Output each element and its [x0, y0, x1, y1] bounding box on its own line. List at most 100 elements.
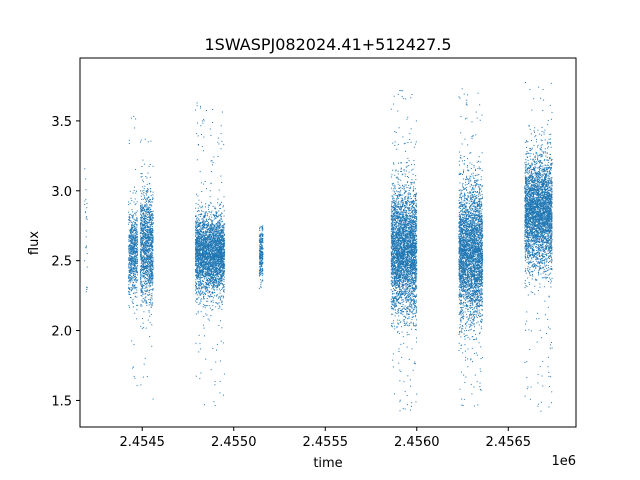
data-point: [216, 265, 218, 267]
data-point: [150, 306, 152, 308]
data-point: [149, 315, 151, 317]
data-point: [210, 293, 212, 295]
data-point: [195, 256, 197, 258]
data-point: [215, 230, 217, 232]
data-point: [221, 300, 223, 302]
data-point: [222, 270, 224, 272]
data-point: [142, 275, 144, 277]
data-point: [217, 232, 219, 234]
data-point: [211, 210, 213, 212]
data-point: [143, 275, 145, 277]
data-point: [129, 253, 131, 255]
data-point: [150, 278, 152, 280]
data-point: [148, 240, 150, 242]
data-point: [217, 240, 219, 242]
data-point: [149, 176, 151, 178]
data-point: [195, 244, 197, 246]
data-point: [136, 272, 138, 274]
data-point: [203, 285, 205, 287]
data-point: [223, 272, 225, 274]
data-point: [133, 260, 134, 262]
data-point: [196, 159, 198, 161]
data-point: [142, 209, 144, 211]
scatter-points: [84, 82, 553, 412]
data-point: [149, 276, 151, 278]
data-point: [142, 186, 144, 188]
data-point: [197, 280, 199, 282]
data-point: [214, 274, 216, 276]
data-point: [128, 220, 130, 222]
data-point: [206, 263, 208, 265]
data-point: [150, 213, 152, 215]
data-point: [207, 229, 209, 231]
data-point: [149, 217, 151, 219]
data-point: [143, 227, 145, 229]
data-point: [152, 398, 154, 400]
data-point: [147, 256, 149, 258]
data-point: [134, 247, 136, 249]
data-point: [205, 313, 207, 315]
data-point: [206, 288, 208, 290]
data-point: [213, 239, 215, 241]
data-point: [223, 223, 225, 225]
data-point: [216, 242, 218, 244]
data-point: [142, 255, 144, 257]
data-point: [205, 268, 207, 270]
data-point: [209, 233, 211, 235]
data-point: [134, 250, 136, 252]
data-point: [214, 214, 216, 216]
data-point: [148, 248, 150, 250]
data-point: [217, 297, 219, 299]
data-point: [130, 229, 132, 231]
data-point: [207, 273, 209, 275]
data-point: [196, 256, 198, 258]
data-point: [142, 257, 143, 259]
data-point: [220, 276, 222, 278]
data-point: [144, 208, 145, 210]
data-point: [223, 229, 225, 231]
data-point: [202, 256, 204, 258]
data-point: [223, 286, 225, 288]
data-point: [140, 294, 142, 296]
data-point: [205, 241, 207, 243]
data-point: [145, 292, 147, 294]
data-point: [149, 286, 151, 288]
data-point: [213, 232, 215, 234]
data-point: [207, 251, 209, 253]
data-point: [152, 275, 154, 277]
data-point: [139, 281, 141, 283]
data-point: [223, 246, 225, 248]
data-point: [221, 181, 223, 183]
data-point: [151, 228, 153, 230]
data-point: [222, 268, 224, 270]
data-point: [201, 265, 203, 267]
data-point: [130, 252, 132, 254]
data-point: [215, 236, 217, 238]
data-point: [141, 305, 143, 307]
data-point: [197, 223, 199, 225]
data-point: [202, 220, 204, 222]
data-point: [151, 205, 153, 207]
data-point: [213, 250, 215, 252]
data-point: [131, 276, 133, 278]
data-point: [136, 289, 138, 291]
data-point: [146, 224, 148, 226]
data-point: [203, 223, 205, 225]
data-point: [218, 210, 220, 212]
data-point: [212, 263, 214, 265]
data-point: [150, 225, 152, 227]
data-point: [151, 201, 153, 203]
data-point: [220, 125, 222, 127]
data-point: [222, 270, 224, 272]
data-point: [143, 261, 145, 263]
data-point: [210, 260, 211, 262]
data-point: [146, 212, 148, 214]
data-point: [135, 169, 137, 170]
data-point: [134, 267, 136, 269]
data-point: [215, 254, 217, 256]
data-point: [129, 269, 131, 271]
data-point: [148, 246, 150, 248]
data-point: [200, 274, 202, 276]
data-point: [140, 282, 142, 284]
data-point: [200, 222, 202, 224]
